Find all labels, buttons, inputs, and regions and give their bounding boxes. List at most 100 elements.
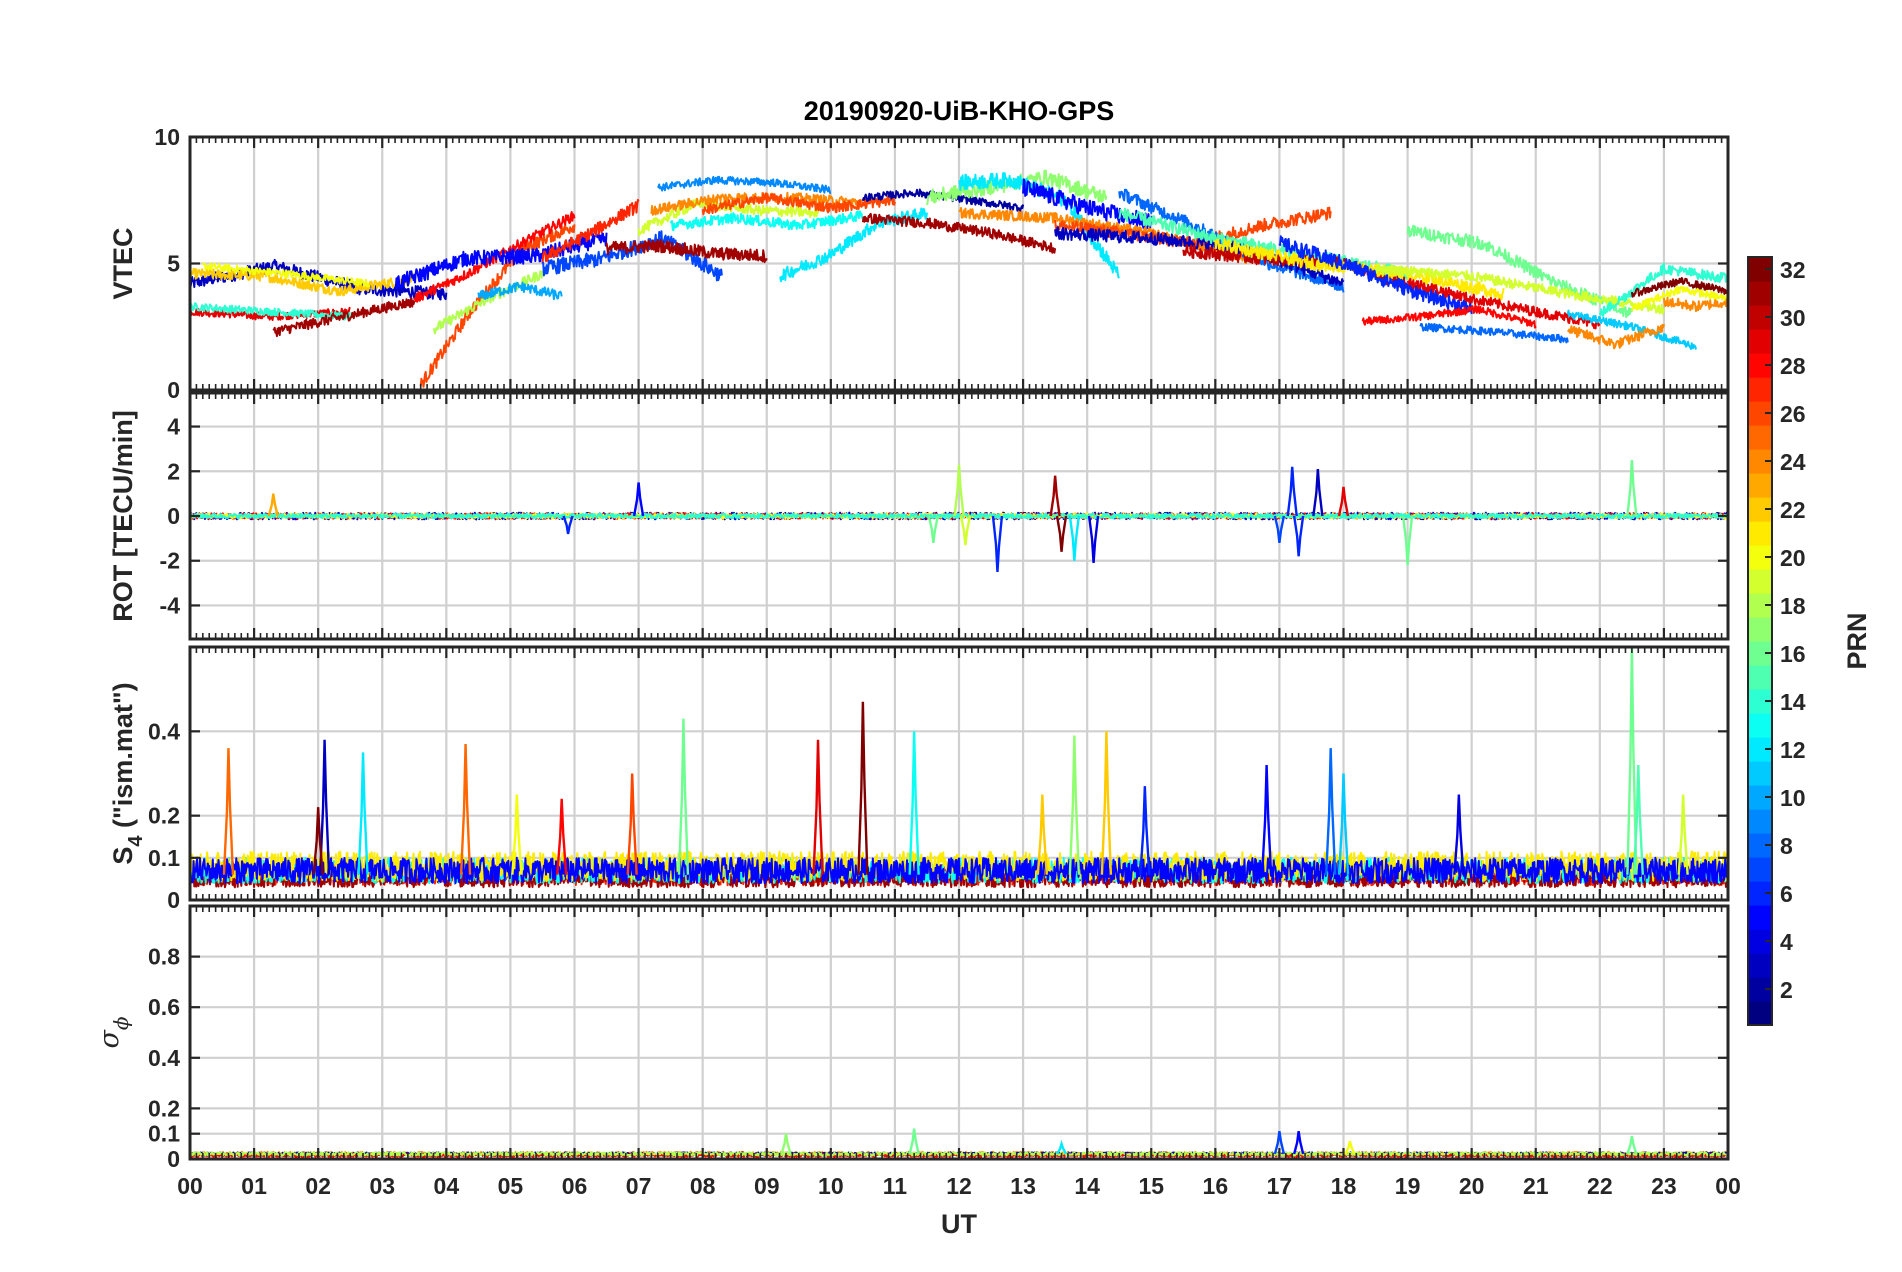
spike-mark xyxy=(1632,765,1644,875)
spike-mark xyxy=(812,739,824,875)
panel-s4: 0 0.1 0.2 0.4S4 ("ism.mat") xyxy=(108,645,1730,913)
prn-track xyxy=(201,262,371,288)
prn-track xyxy=(1406,277,1601,330)
y-tick-label: 0 xyxy=(167,503,180,529)
y-tick-label: 0.2 xyxy=(148,803,180,829)
colorbar-bin xyxy=(1748,905,1772,930)
colorbar-bin xyxy=(1748,425,1772,450)
spike-mark xyxy=(1273,515,1286,543)
colorbar-bin xyxy=(1748,953,1772,978)
spike-mark xyxy=(1068,515,1081,561)
spike-mark xyxy=(1260,765,1273,875)
x-tick-label: 02 xyxy=(305,1173,331,1199)
x-tick-label: 21 xyxy=(1523,1173,1549,1199)
colorbar-bin xyxy=(1748,1001,1772,1026)
spike-mark xyxy=(1139,786,1151,875)
colorbar-tick-label: 28 xyxy=(1780,353,1806,379)
spike-mark xyxy=(312,807,324,875)
x-tick-label: 04 xyxy=(434,1173,460,1199)
x-tick-label: 14 xyxy=(1074,1173,1100,1199)
y-tick-label: 5 xyxy=(167,251,180,277)
x-tick-label: 00 xyxy=(1715,1173,1741,1199)
prn-track xyxy=(419,224,576,388)
y-tick-label: 4 xyxy=(167,414,180,440)
spike-mark xyxy=(908,731,920,875)
spike-mark xyxy=(1055,515,1068,552)
spike-mark xyxy=(953,464,965,517)
colorbar-tick-label: 14 xyxy=(1780,689,1806,715)
spike-mark xyxy=(1337,486,1350,517)
prn-track xyxy=(477,281,563,301)
colorbar-tick-label: 12 xyxy=(1780,737,1806,763)
spike-mark xyxy=(267,493,279,517)
spike-mark xyxy=(1626,1136,1638,1155)
panel-sigma-ticks xyxy=(188,906,1730,1161)
y-tick-label: 0 xyxy=(167,1146,180,1172)
panel-rot-data xyxy=(190,460,1728,572)
spike-mark xyxy=(908,1128,920,1155)
x-tick-label: 19 xyxy=(1395,1173,1421,1199)
colorbar-frame xyxy=(1747,256,1773,1026)
prn-track xyxy=(1374,263,1665,315)
colorbar-bin xyxy=(1748,329,1772,354)
colorbar-tick-label: 22 xyxy=(1780,497,1806,523)
prn-track xyxy=(1566,323,1665,350)
prn-track xyxy=(1630,277,1728,298)
y-tick-label: 0.1 xyxy=(148,1121,180,1147)
y-tick-label: -2 xyxy=(160,548,180,574)
y-tick-label: 0.6 xyxy=(148,994,180,1020)
colorbar-label: PRN xyxy=(1842,612,1872,669)
colorbar-bin xyxy=(1748,617,1772,642)
x-tick-label: 01 xyxy=(241,1173,267,1199)
x-tick-label: 10 xyxy=(818,1173,844,1199)
panel-s4-data xyxy=(190,647,1728,889)
prn-track xyxy=(669,210,864,232)
colorbar-tick-label: 20 xyxy=(1780,545,1806,571)
panel-s4-ticks xyxy=(188,647,1730,902)
spike-mark xyxy=(857,701,869,875)
x-tick-label: 16 xyxy=(1203,1173,1229,1199)
spike-mark xyxy=(1286,466,1298,517)
x-tick-label: 06 xyxy=(562,1173,588,1199)
spike-mark xyxy=(1344,1140,1356,1155)
x-tick-label: 13 xyxy=(1010,1173,1036,1199)
prn-track xyxy=(1598,262,1728,317)
prn-track xyxy=(394,231,608,290)
panel-rot-ticks xyxy=(188,393,1730,639)
y-tick-label: 0.4 xyxy=(148,718,180,744)
x-tick-label: 08 xyxy=(690,1173,716,1199)
x-tick-label: 18 xyxy=(1331,1173,1357,1199)
spike-mark xyxy=(1068,735,1081,875)
spike-mark xyxy=(677,718,690,875)
spike-mark xyxy=(626,773,638,875)
prn-track xyxy=(1419,322,1569,344)
prn-track xyxy=(701,192,896,216)
prn-track xyxy=(190,856,1728,885)
y-tick-label: 0.8 xyxy=(148,944,180,970)
colorbar-tick-label: 24 xyxy=(1780,449,1806,475)
prn-track xyxy=(637,197,819,237)
spike-mark xyxy=(1453,794,1465,875)
prn-track xyxy=(190,306,351,321)
colorbar-tick-label: 10 xyxy=(1780,785,1806,811)
x-tick-label: 00 xyxy=(177,1173,203,1199)
colorbar-tick-label: 2 xyxy=(1780,977,1793,1003)
spike-mark xyxy=(1056,1139,1068,1155)
panel-sigma: 00.10.2 0.4 0.6 0.8 σϕ xyxy=(94,904,1730,1172)
chart-title: 20190920-UiB-KHO-GPS xyxy=(804,96,1115,126)
colorbar-bin xyxy=(1748,761,1772,786)
colorbar-bin xyxy=(1748,569,1772,594)
x-tick-label: 12 xyxy=(946,1173,972,1199)
colorbar-tick-label: 4 xyxy=(1780,929,1793,955)
y-tick-label: 0.4 xyxy=(148,1045,180,1071)
prn-track xyxy=(1630,285,1728,312)
colorbar-tick-label: 18 xyxy=(1780,593,1806,619)
prn-track xyxy=(605,239,768,264)
x-tick-label: 17 xyxy=(1267,1173,1293,1199)
y-tick-label: -4 xyxy=(160,592,181,618)
panel-rot: -4 -2 0 2 4 ROT [TECU/min] xyxy=(108,391,1730,641)
panel-vtec-ticks xyxy=(188,135,1730,392)
spike-mark xyxy=(1049,475,1061,517)
